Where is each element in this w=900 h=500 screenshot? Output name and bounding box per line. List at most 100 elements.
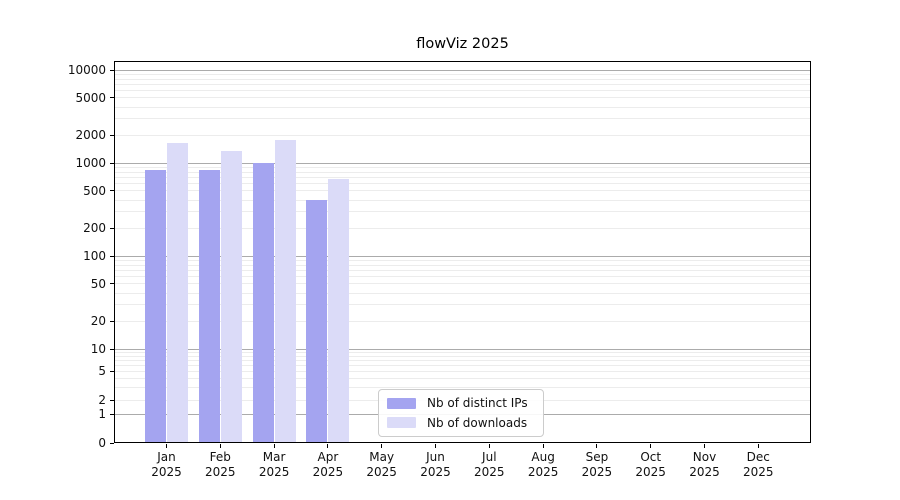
minor-gridline: [114, 269, 811, 271]
minor-gridline: [114, 304, 811, 306]
x-tick-mark: [435, 444, 436, 448]
legend: Nb of distinct IPs Nb of downloads: [378, 389, 544, 437]
x-tick-label-feb: Feb 2025: [205, 450, 236, 479]
x-tick-label-apr: Apr 2025: [312, 450, 344, 479]
y-tick-label: 500: [83, 183, 106, 198]
minor-gridline: [114, 264, 811, 266]
y-tick-label: 5000: [75, 90, 106, 105]
y-tick-label: 2: [98, 393, 106, 407]
x-tick-mark: [488, 444, 490, 448]
minor-gridline: [114, 166, 811, 168]
y-tick-mark: [110, 190, 114, 192]
legend-row-distinct-ips: Nb of distinct IPs: [387, 395, 533, 412]
y-tick-mark: [110, 255, 114, 257]
y-tick-mark: [110, 283, 114, 285]
y-tick-label: 100: [83, 249, 106, 263]
x-tick-label-may: May 2025: [366, 450, 397, 479]
x-tick-mark: [596, 444, 598, 448]
x-tick-mark: [219, 444, 221, 448]
y-tick-mark: [110, 69, 114, 71]
bar-mar-downloads: [274, 140, 296, 443]
bar-apr-distinct-ips: [306, 200, 328, 443]
minor-gridline: [114, 386, 811, 388]
y-tick-mark: [110, 370, 114, 372]
major-gridline: [114, 162, 811, 164]
y-tick-label: 50: [90, 276, 106, 291]
minor-gridline: [114, 227, 811, 229]
minor-gridline: [114, 364, 811, 366]
major-gridline: [114, 255, 811, 257]
x-tick-mark: [273, 444, 275, 448]
y-tick-mark: [110, 134, 114, 136]
minor-gridline: [114, 283, 811, 285]
x-tick-label-jun: Jun 2025: [420, 450, 451, 479]
y-tick-mark: [110, 97, 114, 99]
x-tick-label-dec: Dec 2025: [743, 450, 774, 479]
minor-gridline: [114, 78, 811, 80]
x-tick-label-sep: Sep 2025: [581, 450, 613, 479]
y-tick-label: 2000: [75, 128, 106, 142]
minor-gridline: [114, 134, 811, 136]
minor-gridline: [114, 370, 811, 372]
y-tick-label: 1000: [75, 156, 106, 170]
bar-feb-downloads: [220, 150, 242, 443]
x-tick-label-oct: Oct 2025: [635, 450, 666, 479]
minor-gridline: [114, 359, 811, 361]
bar-jan-downloads: [167, 142, 188, 443]
y-tick-mark: [110, 348, 114, 350]
x-tick-mark: [650, 444, 652, 448]
minor-gridline: [114, 320, 811, 322]
minor-gridline: [114, 351, 811, 353]
y-tick-mark: [110, 413, 114, 415]
legend-label-distinct-ips: Nb of distinct IPs: [427, 396, 528, 411]
minor-gridline: [114, 355, 811, 357]
x-tick-mark: [327, 444, 329, 448]
minor-gridline: [114, 190, 811, 192]
bar-feb-distinct-ips: [198, 170, 220, 443]
y-tick-label: 0: [98, 436, 106, 450]
minor-gridline: [114, 106, 811, 108]
x-tick-mark: [166, 444, 167, 448]
y-tick-label: 10000: [67, 63, 106, 77]
minor-gridline: [114, 118, 811, 120]
minor-gridline: [114, 97, 811, 99]
y-tick-label: 20: [90, 314, 106, 328]
bar-jan-distinct-ips: [145, 169, 166, 443]
legend-swatch-downloads: [387, 417, 416, 429]
plot-frame: [114, 61, 811, 443]
minor-gridline: [114, 183, 811, 185]
y-tick-mark: [110, 162, 114, 164]
x-tick-mark: [381, 444, 383, 448]
major-gridline: [114, 69, 811, 71]
y-tick-label: 200: [83, 221, 106, 235]
y-tick-label: 1: [98, 407, 106, 421]
minor-gridline: [114, 176, 811, 178]
x-tick-mark: [542, 444, 544, 448]
major-gridline: [114, 348, 811, 350]
chart-title: flowViz 2025: [416, 36, 509, 52]
minor-gridline: [114, 73, 811, 75]
y-tick-label: 5: [98, 364, 106, 378]
y-tick-mark: [110, 442, 114, 444]
y-tick-mark: [110, 227, 114, 229]
minor-gridline: [114, 377, 811, 379]
minor-gridline: [114, 259, 811, 261]
y-tick-mark: [110, 320, 114, 322]
x-tick-label-aug: Aug 2025: [527, 450, 559, 479]
bar-apr-downloads: [328, 178, 350, 443]
minor-gridline: [114, 199, 811, 201]
minor-gridline: [114, 292, 811, 294]
y-tick-label: 10: [90, 342, 106, 356]
minor-gridline: [114, 211, 811, 213]
minor-gridline: [114, 83, 811, 85]
bar-mar-distinct-ips: [252, 162, 274, 443]
legend-swatch-distinct-ips: [387, 397, 416, 409]
x-tick-label-jan: Jan 2025: [151, 450, 182, 479]
x-tick-mark: [757, 444, 759, 448]
minor-gridline: [114, 90, 811, 92]
y-tick-mark: [110, 399, 114, 401]
x-tick-mark: [704, 444, 705, 448]
x-tick-label-mar: Mar 2025: [258, 450, 290, 479]
legend-row-downloads: Nb of downloads: [387, 415, 533, 432]
